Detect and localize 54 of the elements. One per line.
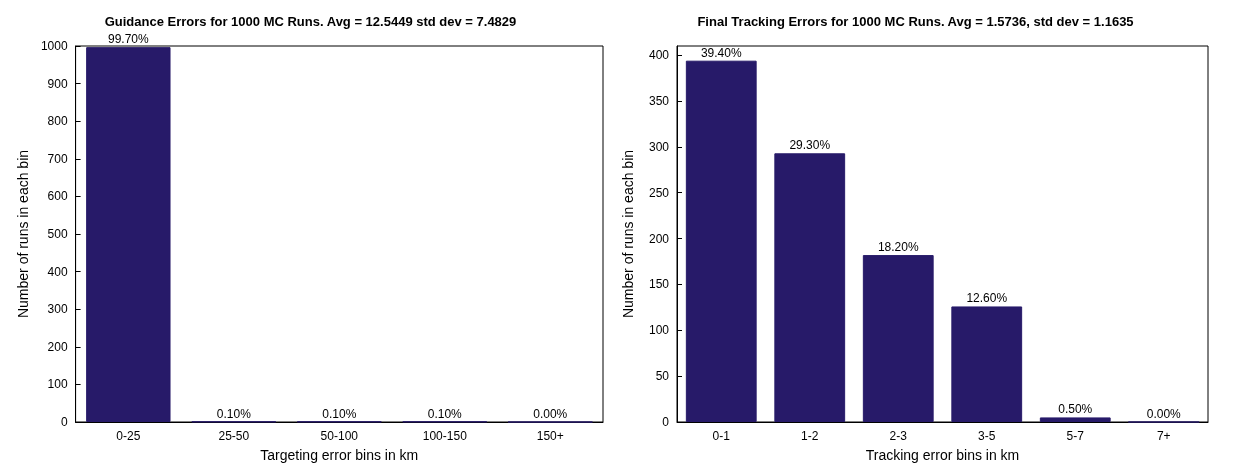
x-tick-label: 100-150 bbox=[422, 429, 468, 443]
annotation: 0.00% bbox=[1146, 407, 1182, 421]
x-axis-title: Targeting error bins in km bbox=[260, 447, 419, 463]
chart-title: Guidance Errors for 1000 MC Runs. Avg = 12.5449 std dev = 7.4829 bbox=[104, 14, 517, 29]
x-tick-label: 0-1 bbox=[712, 429, 731, 443]
y-axis-title: Number of runs in each bin bbox=[620, 149, 636, 319]
y-axis-title: Number of runs in each bin bbox=[15, 149, 31, 319]
y-tick-label: 400 bbox=[648, 48, 670, 63]
y-tick-label: 200 bbox=[648, 231, 670, 246]
annotation: 0.00% bbox=[533, 407, 568, 421]
bar bbox=[774, 153, 846, 422]
annotation: 29.30% bbox=[789, 138, 831, 153]
y-tick-label: 700 bbox=[47, 151, 68, 166]
x-tick-label: 3-5 bbox=[978, 429, 996, 443]
annotation: 0.10% bbox=[216, 406, 252, 421]
x-tick-label: 150+ bbox=[536, 429, 564, 443]
x-tick-label: 50-100 bbox=[320, 429, 359, 443]
annotation: 0.10% bbox=[322, 406, 357, 421]
bar bbox=[685, 60, 757, 422]
y-tick-label: 600 bbox=[47, 189, 68, 204]
x-axis-title: Tracking error bins in km bbox=[865, 447, 1020, 463]
x-tick-label: 25-50 bbox=[218, 429, 250, 443]
x-tick-label: 5-7 bbox=[1066, 429, 1085, 443]
annotation: 0.50% bbox=[1058, 402, 1093, 417]
chart-title: Final Tracking Errors for 1000 MC Runs. Avg = 1.5736, std dev = 1.1635 bbox=[697, 14, 1134, 29]
x-tick-label: 2-3 bbox=[889, 429, 908, 443]
x-tick-label: 7+ bbox=[1156, 429, 1171, 443]
y-tick-label: 0 bbox=[662, 415, 670, 429]
annotation: 0.10% bbox=[427, 406, 463, 421]
y-tick-label: 900 bbox=[47, 76, 68, 91]
y-tick-label: 300 bbox=[648, 139, 670, 154]
y-tick-label: 350 bbox=[648, 94, 670, 109]
y-tick-label: 50 bbox=[655, 369, 670, 384]
bar bbox=[951, 306, 1023, 422]
annotation: 18.20% bbox=[877, 240, 919, 255]
y-tick-label: 0 bbox=[60, 415, 68, 429]
y-tick-label: 1000 bbox=[40, 39, 68, 53]
y-tick-label: 400 bbox=[47, 264, 68, 279]
y-tick-label: 150 bbox=[648, 277, 670, 292]
y-tick-label: 800 bbox=[47, 114, 68, 129]
annotation: 39.40% bbox=[700, 45, 742, 60]
x-tick-label: 0-25 bbox=[116, 429, 141, 443]
annotation: 99.70% bbox=[107, 32, 150, 47]
y-tick-label: 200 bbox=[47, 339, 68, 354]
x-tick-label: 1-2 bbox=[801, 429, 819, 443]
y-tick-label: 100 bbox=[648, 323, 670, 338]
bar bbox=[862, 255, 934, 422]
y-tick-label: 100 bbox=[47, 377, 68, 392]
y-tick-label: 300 bbox=[47, 302, 68, 317]
annotation: 12.60% bbox=[966, 291, 1008, 306]
y-tick-label: 500 bbox=[47, 227, 68, 241]
y-tick-label: 250 bbox=[648, 185, 670, 200]
bar bbox=[1039, 417, 1111, 422]
bar bbox=[86, 47, 171, 422]
